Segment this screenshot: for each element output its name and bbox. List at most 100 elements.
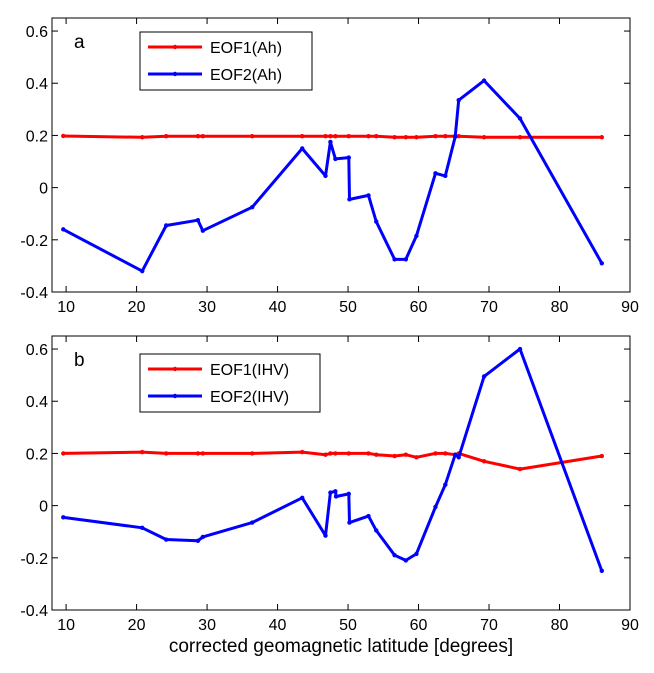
x-tick-label: 50 [339, 299, 357, 316]
y-tick-label: 0.6 [26, 342, 48, 359]
data-point [61, 515, 66, 520]
x-tick-label: 90 [621, 617, 639, 634]
data-point [249, 204, 255, 210]
data-point [249, 520, 255, 525]
data-point [599, 261, 605, 266]
legend-marker [172, 393, 178, 399]
data-point [140, 135, 145, 140]
data-point [414, 233, 419, 239]
legend-marker [172, 44, 178, 50]
data-point [599, 135, 605, 140]
data-point [61, 227, 66, 232]
data-point [328, 134, 333, 139]
data-point [599, 453, 605, 459]
legend-marker [172, 366, 178, 372]
y-tick-label: 0.4 [26, 394, 48, 411]
data-point [333, 156, 338, 162]
plot-frame [51, 17, 631, 293]
x-tick-label: 10 [57, 299, 75, 316]
y-tick-label: -0.4 [20, 285, 48, 302]
data-point [163, 134, 169, 139]
data-point [333, 494, 339, 499]
data-point [403, 558, 409, 563]
data-point [61, 133, 66, 139]
data-point [443, 451, 448, 456]
data-point [433, 134, 438, 139]
data-point [300, 134, 305, 139]
data-point [200, 134, 206, 139]
x-tick-label: 50 [339, 617, 357, 634]
data-point [323, 452, 328, 457]
x-tick-label: 40 [269, 299, 287, 316]
y-tick-label: 0 [39, 499, 48, 516]
data-point [374, 134, 379, 139]
data-point [433, 171, 438, 176]
x-tick-label: 10 [57, 617, 75, 634]
data-point [323, 533, 328, 538]
data-point [414, 551, 419, 557]
data-point [433, 451, 438, 456]
data-point [517, 346, 523, 352]
x-tick-label: 70 [480, 617, 498, 634]
legend-marker [172, 71, 178, 77]
data-point [333, 134, 338, 139]
data-point [249, 451, 255, 456]
data-point [328, 451, 333, 456]
data-point [456, 134, 461, 139]
panel-b: 10 20 30 40 50 60 70 80 90 -0.4 -0.2 0 0.2 0.4 0.6 b EOF… [20, 335, 639, 634]
data-point [347, 197, 352, 202]
data-point [443, 173, 448, 179]
data-point [163, 451, 169, 456]
y-tick-label: -0.2 [20, 233, 48, 250]
x-axis-label: corrected geomagnetic latitude [degrees] [169, 636, 513, 657]
data-point [374, 219, 379, 224]
data-point [443, 482, 448, 487]
data-point [452, 452, 458, 457]
x-tick-label: 80 [551, 617, 569, 634]
y-tick-label: -0.4 [20, 603, 48, 620]
legend: EOF1(Ah) EOF2(Ah) [139, 31, 313, 91]
data-point [200, 228, 206, 233]
x-tick-label: 60 [410, 617, 428, 634]
data-point [456, 98, 461, 103]
legend-label: EOF2(Ah) [210, 67, 282, 84]
data-point [200, 451, 206, 456]
data-point [392, 257, 397, 262]
panel-label: b [74, 350, 85, 371]
data-point [374, 528, 379, 533]
x-tick-label: 80 [551, 299, 569, 316]
data-point [195, 218, 201, 223]
data-point [517, 135, 523, 140]
data-point [328, 490, 333, 495]
data-point [456, 455, 461, 460]
data-point [300, 449, 305, 455]
data-point [374, 452, 379, 457]
data-point [195, 134, 201, 139]
data-point [140, 268, 145, 274]
y-tick-label: 0.2 [26, 446, 48, 463]
series-2 [61, 78, 605, 274]
data-point [366, 193, 371, 198]
data-point [163, 537, 169, 542]
y-tick-label: -0.2 [20, 551, 48, 568]
legend-label: EOF1(Ah) [210, 40, 282, 57]
y-tick-label: 0 [39, 181, 48, 198]
x-tick-label: 20 [128, 299, 146, 316]
data-point [195, 451, 201, 456]
legend-box [139, 353, 321, 413]
data-point [140, 525, 145, 530]
data-point [300, 146, 305, 151]
y-tick-label: 0.4 [26, 76, 48, 93]
legend-label: EOF1(IHV) [210, 362, 289, 379]
data-point [366, 513, 371, 519]
x-tick-label: 90 [621, 299, 639, 316]
data-point [517, 466, 523, 472]
data-point [163, 223, 169, 228]
series-2 [61, 346, 605, 574]
data-point [481, 135, 487, 140]
data-point [346, 491, 351, 497]
data-point [200, 534, 206, 540]
panel-a: 10 20 30 40 50 60 70 80 90 -0.4 -0.2 0 0.2 0.4 0.6 a EOF… [20, 17, 639, 316]
